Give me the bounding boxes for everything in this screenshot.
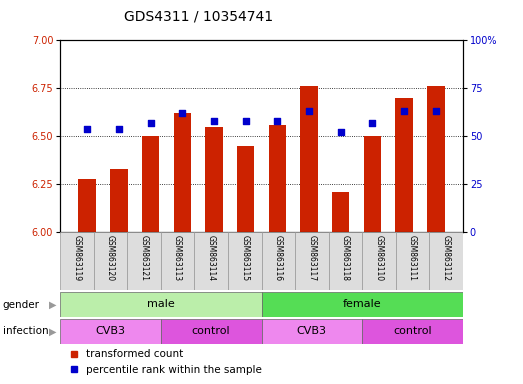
Text: GSM863116: GSM863116 — [274, 235, 283, 281]
Text: GSM863121: GSM863121 — [140, 235, 149, 281]
Point — [210, 118, 218, 124]
Point — [337, 129, 345, 136]
Point — [115, 126, 123, 132]
Bar — [142, 136, 160, 232]
Bar — [60, 319, 161, 344]
Point — [242, 118, 250, 124]
Text: control: control — [192, 326, 231, 336]
Bar — [94, 232, 127, 290]
Text: CVB3: CVB3 — [297, 326, 327, 336]
Bar — [295, 232, 328, 290]
Bar — [262, 292, 463, 317]
Point — [146, 120, 155, 126]
Bar — [60, 232, 94, 290]
Text: GSM863117: GSM863117 — [308, 235, 316, 281]
Bar — [174, 113, 191, 232]
Text: GSM863114: GSM863114 — [207, 235, 215, 281]
Text: GSM863119: GSM863119 — [72, 235, 82, 281]
Text: GSM863120: GSM863120 — [106, 235, 115, 281]
Text: GDS4311 / 10354741: GDS4311 / 10354741 — [124, 10, 274, 23]
Text: male: male — [147, 299, 175, 310]
Bar — [161, 319, 262, 344]
Bar — [262, 232, 295, 290]
Text: gender: gender — [3, 300, 40, 310]
Bar — [427, 86, 445, 232]
Text: GSM863111: GSM863111 — [408, 235, 417, 281]
Bar — [362, 319, 463, 344]
Bar — [205, 127, 223, 232]
Point — [273, 118, 281, 124]
Text: GSM863110: GSM863110 — [374, 235, 383, 281]
Text: CVB3: CVB3 — [96, 326, 126, 336]
Point — [400, 108, 408, 114]
Bar — [161, 232, 195, 290]
Text: GSM863115: GSM863115 — [240, 235, 249, 281]
Bar — [363, 136, 381, 232]
Bar — [269, 125, 286, 232]
Point — [431, 108, 440, 114]
Text: GSM863112: GSM863112 — [441, 235, 451, 281]
Point — [83, 126, 92, 132]
Bar — [300, 86, 318, 232]
Text: GSM863118: GSM863118 — [341, 235, 350, 281]
Legend: transformed count, percentile rank within the sample: transformed count, percentile rank withi… — [65, 345, 266, 379]
Text: ▶: ▶ — [49, 300, 56, 310]
Text: ▶: ▶ — [49, 326, 56, 336]
Bar — [262, 319, 362, 344]
Bar — [237, 146, 254, 232]
Text: control: control — [393, 326, 432, 336]
Bar — [228, 232, 262, 290]
Bar — [78, 179, 96, 232]
Bar — [60, 292, 262, 317]
Bar — [396, 232, 429, 290]
Bar — [395, 98, 413, 232]
Bar — [429, 232, 463, 290]
Bar — [110, 169, 128, 232]
Bar — [328, 232, 362, 290]
Text: female: female — [343, 299, 381, 310]
Bar — [332, 192, 349, 232]
Bar — [127, 232, 161, 290]
Bar — [362, 232, 396, 290]
Bar — [195, 232, 228, 290]
Point — [368, 120, 377, 126]
Text: infection: infection — [3, 326, 48, 336]
Point — [178, 110, 186, 116]
Text: GSM863113: GSM863113 — [173, 235, 182, 281]
Point — [305, 108, 313, 114]
